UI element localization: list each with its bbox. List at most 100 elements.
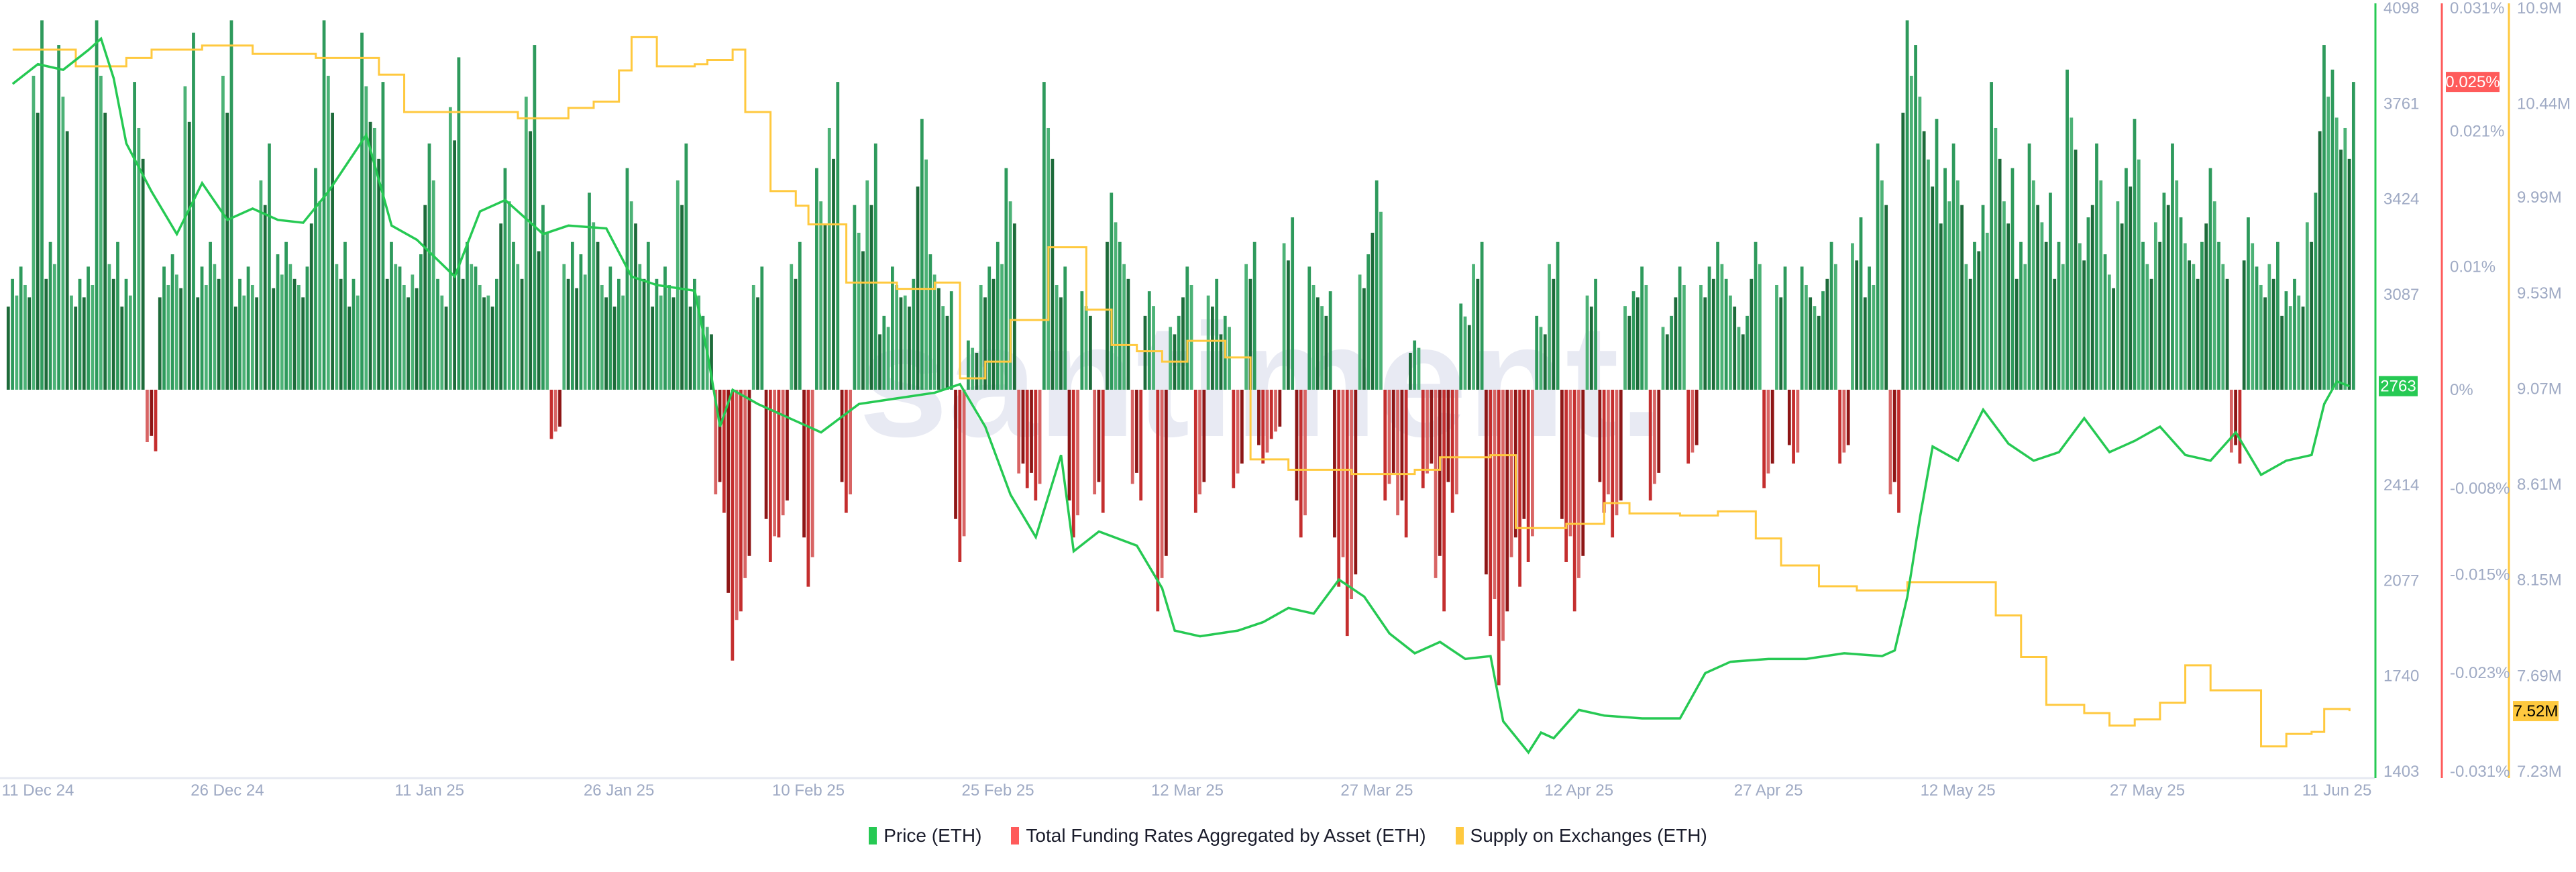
funding-bar	[1152, 306, 1155, 390]
legend-item-price[interactable]: Price (ETH)	[869, 825, 981, 847]
funding-bar	[466, 241, 469, 390]
funding-bar	[1485, 390, 1488, 575]
funding-bar	[962, 390, 966, 537]
funding-bar	[1299, 390, 1303, 538]
funding-bar	[1833, 264, 1837, 390]
funding-bar	[343, 241, 347, 390]
funding-bar	[1156, 390, 1160, 612]
funding-bar	[1619, 390, 1623, 501]
supply-tick-label: 8.61M	[2517, 476, 2562, 494]
funding-bar	[1931, 186, 1935, 390]
funding-bar	[204, 284, 208, 390]
funding-bar	[932, 274, 936, 390]
funding-bar	[23, 284, 27, 390]
x-tick-label: 26 Dec 24	[191, 781, 264, 800]
funding-bar	[2204, 223, 2208, 390]
legend-label: Supply on Exchanges (ETH)	[1470, 825, 1707, 846]
funding-bar	[1572, 390, 1576, 612]
funding-bar	[183, 86, 187, 390]
funding-bar	[52, 264, 56, 390]
funding-bar	[11, 278, 14, 390]
funding-bar	[107, 264, 111, 390]
funding-bar	[1434, 390, 1438, 578]
funding-bar	[444, 307, 448, 390]
funding-bar	[2200, 241, 2204, 390]
funding-bar	[474, 266, 478, 390]
funding-bar	[128, 295, 132, 390]
legend-item-supply[interactable]: Supply on Exchanges (ETH)	[1455, 825, 1707, 847]
funding-bar	[276, 254, 280, 390]
funding-bar	[78, 278, 82, 390]
funding-bar	[242, 295, 246, 390]
funding-bar	[588, 193, 591, 390]
funding-bar	[124, 278, 128, 390]
funding-bar	[638, 264, 642, 390]
funding-bar	[1964, 264, 1968, 390]
funding-bar	[1455, 390, 1458, 495]
funding-bar	[786, 390, 789, 501]
funding-bar	[823, 223, 827, 390]
x-tick-label: 11 Jun 25	[2302, 781, 2372, 800]
funding-bar	[1021, 390, 1025, 464]
funding-bar	[196, 297, 200, 390]
funding-bar	[1252, 241, 1256, 390]
funding-bar	[1729, 295, 1732, 390]
funding-bar	[2267, 264, 2271, 390]
funding-bar	[1430, 390, 1434, 464]
funding-bar	[1034, 390, 1038, 501]
funding-bar	[36, 113, 40, 390]
funding-bar	[1400, 390, 1404, 501]
funding-bar	[2019, 241, 2023, 390]
funding-bar	[1568, 390, 1572, 537]
funding-bar	[200, 266, 204, 390]
x-tick-label: 12 Apr 25	[1544, 781, 1613, 800]
funding-bar	[625, 168, 629, 390]
funding-bar	[975, 352, 979, 390]
funding-bar	[2247, 217, 2250, 390]
funding-bar	[1126, 278, 1130, 390]
funding-bar	[1897, 390, 1900, 513]
funding-bar	[2112, 288, 2115, 390]
funding-bar	[1792, 390, 1795, 464]
funding-bar	[1703, 297, 1707, 390]
funding-bar	[1017, 390, 1021, 474]
funding-bar	[158, 297, 162, 390]
funding-bar	[1265, 390, 1269, 453]
funding-bar	[2086, 217, 2090, 390]
funding-bar	[1106, 241, 1109, 390]
funding-bar	[2149, 278, 2153, 390]
funding-bar	[2179, 217, 2183, 390]
supply-tick-label: 8.15M	[2517, 571, 2562, 590]
funding-bar	[1089, 315, 1092, 390]
funding-bar	[1775, 284, 1778, 390]
funding-bar	[524, 97, 528, 390]
legend-item-funding[interactable]: Total Funding Rates Aggregated by Asset …	[1011, 825, 1426, 847]
funding-bar	[1042, 82, 1046, 390]
funding-bar	[95, 20, 99, 390]
funding-bar	[592, 222, 596, 390]
funding-bar	[849, 390, 853, 495]
funding-bar	[356, 295, 360, 390]
funding-bar	[229, 20, 233, 390]
funding-bar	[1594, 278, 1597, 390]
funding-bar	[1653, 390, 1656, 484]
funding-bar	[512, 241, 515, 390]
funding-bar	[1051, 158, 1055, 390]
funding-bar	[1413, 340, 1417, 390]
funding-bar	[2036, 205, 2040, 390]
funding-bar	[2082, 260, 2086, 390]
funding-bar	[1025, 390, 1029, 488]
funding-bar	[1968, 278, 1972, 390]
funding-bar	[596, 241, 600, 390]
funding-bar	[529, 131, 532, 390]
funding-bar	[840, 390, 844, 482]
funding-bar	[651, 307, 655, 390]
funding-bar	[688, 307, 692, 390]
funding-bar	[1013, 223, 1016, 390]
funding-bar	[57, 45, 61, 390]
funding-bar	[1635, 297, 1640, 390]
funding-bar	[179, 288, 183, 390]
funding-bar	[352, 278, 356, 390]
funding-bar	[1118, 241, 1122, 390]
funding-bar	[1880, 180, 1884, 390]
